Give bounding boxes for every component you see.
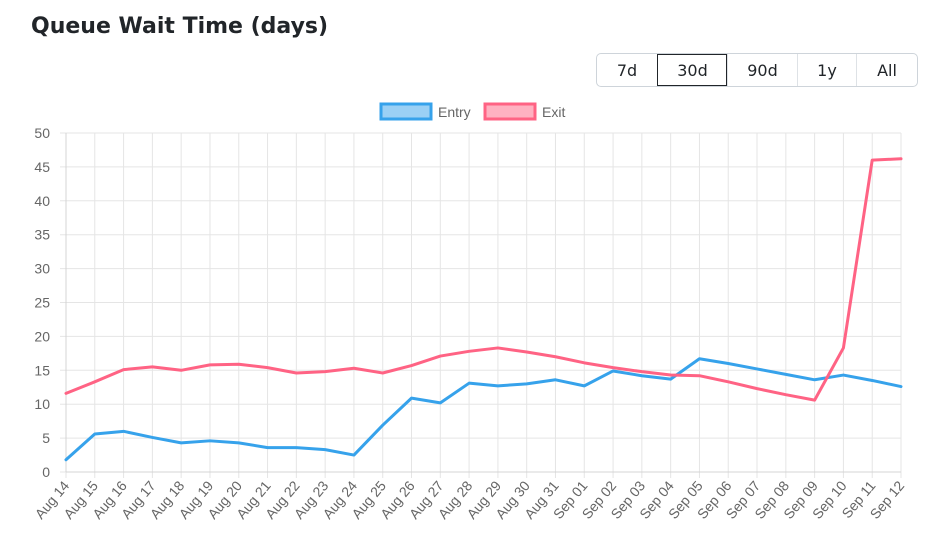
chart-grid [60,132,902,478]
range-button-all[interactable]: All [856,54,917,86]
y-tick-label: 15 [34,362,50,378]
legend-swatch-entry [379,102,433,121]
y-tick-label: 10 [34,396,50,412]
range-selector: 7d 30d 90d 1y All [596,53,918,87]
range-button-30d[interactable]: 30d [657,54,727,86]
y-tick-label: 40 [34,193,50,209]
legend-swatch-exit [483,102,537,121]
y-tick-label: 30 [34,261,50,277]
legend-label-exit: Exit [542,104,565,120]
y-tick-label: 45 [34,159,50,175]
page-title: Queue Wait Time (days) [31,14,329,39]
y-tick-label: 0 [42,464,50,480]
series-line-entry [64,357,903,462]
range-button-90d[interactable]: 90d [727,54,797,86]
chart-series [64,157,903,462]
y-tick-label: 5 [42,430,50,446]
chart-legend: Entry Exit [379,102,565,121]
y-tick-label: 20 [34,328,50,344]
legend-label-entry: Entry [438,104,471,120]
series-line-exit [64,157,903,402]
y-tick-label: 35 [34,227,50,243]
y-tick-label: 25 [34,295,50,311]
range-button-7d[interactable]: 7d [597,54,657,86]
range-button-1y[interactable]: 1y [797,54,856,86]
y-tick-label: 50 [34,125,50,141]
